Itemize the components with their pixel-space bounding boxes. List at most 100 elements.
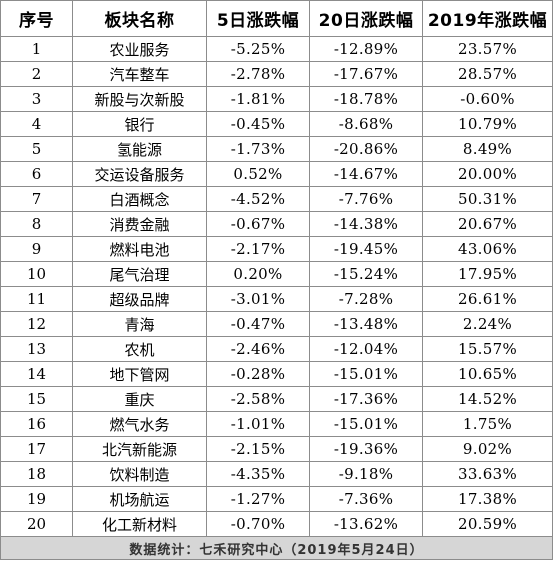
change-2019-cell: 10.79%	[422, 111, 553, 137]
row-index-cell: 11	[0, 286, 73, 312]
change-2019-cell: 28.57%	[422, 61, 553, 87]
table-row: 5 氢能源 -1.73% -20.86% 8.49%	[0, 136, 553, 162]
table-row: 20 化工新材料 -0.70% -13.62% 20.59%	[0, 511, 553, 537]
row-index-cell: 18	[0, 461, 73, 487]
change-20day-cell: -9.18%	[309, 461, 423, 487]
change-20day-cell: -15.01%	[309, 361, 423, 387]
change-5day-cell: -1.01%	[206, 411, 310, 437]
change-2019-cell: 9.02%	[422, 436, 553, 462]
header-row: 序号 板块名称 5日涨跌幅 20日涨跌幅 2019年涨跌幅	[0, 0, 553, 37]
row-index-cell: 6	[0, 161, 73, 187]
table-row: 17 北汽新能源 -2.15% -19.36% 9.02%	[0, 436, 553, 462]
sector-name-cell: 农机	[72, 336, 207, 362]
row-index-cell: 19	[0, 486, 73, 512]
change-5day-cell: -2.15%	[206, 436, 310, 462]
change-2019-cell: 15.57%	[422, 336, 553, 362]
change-5day-cell: -0.70%	[206, 511, 310, 537]
header-2019-change: 2019年涨跌幅	[422, 0, 553, 37]
change-5day-cell: -4.35%	[206, 461, 310, 487]
change-5day-cell: -1.81%	[206, 86, 310, 112]
row-index-cell: 2	[0, 61, 73, 87]
footer-row: 数据统计：七禾研究中心（2019年5月24日）	[0, 536, 553, 560]
row-index-cell: 5	[0, 136, 73, 162]
row-index-cell: 3	[0, 86, 73, 112]
table-row: 12 青海 -0.47% -13.48% 2.24%	[0, 311, 553, 337]
change-5day-cell: -0.28%	[206, 361, 310, 387]
change-5day-cell: -2.78%	[206, 61, 310, 87]
change-5day-cell: -4.52%	[206, 186, 310, 212]
sector-name-cell: 尾气治理	[72, 261, 207, 287]
change-2019-cell: 26.61%	[422, 286, 553, 312]
row-index-cell: 9	[0, 236, 73, 262]
sector-name-cell: 新股与次新股	[72, 86, 207, 112]
change-20day-cell: -15.01%	[309, 411, 423, 437]
change-2019-cell: 43.06%	[422, 236, 553, 262]
table-row: 8 消费金融 -0.67% -14.38% 20.67%	[0, 211, 553, 237]
change-5day-cell: -2.58%	[206, 386, 310, 412]
change-2019-cell: 33.63%	[422, 461, 553, 487]
sector-name-cell: 机场航运	[72, 486, 207, 512]
change-20day-cell: -19.45%	[309, 236, 423, 262]
table-row: 18 饮料制造 -4.35% -9.18% 33.63%	[0, 461, 553, 487]
sector-name-cell: 北汽新能源	[72, 436, 207, 462]
table-row: 19 机场航运 -1.27% -7.36% 17.38%	[0, 486, 553, 512]
change-2019-cell: 17.95%	[422, 261, 553, 287]
change-20day-cell: -14.38%	[309, 211, 423, 237]
row-index-cell: 15	[0, 386, 73, 412]
change-20day-cell: -17.36%	[309, 386, 423, 412]
change-2019-cell: -0.60%	[422, 86, 553, 112]
table-row: 6 交运设备服务 0.52% -14.67% 20.00%	[0, 161, 553, 187]
sector-name-cell: 燃气水务	[72, 411, 207, 437]
sector-name-cell: 化工新材料	[72, 511, 207, 537]
change-5day-cell: 0.20%	[206, 261, 310, 287]
change-20day-cell: -7.76%	[309, 186, 423, 212]
row-index-cell: 17	[0, 436, 73, 462]
sector-name-cell: 青海	[72, 311, 207, 337]
change-2019-cell: 20.00%	[422, 161, 553, 187]
change-2019-cell: 50.31%	[422, 186, 553, 212]
sector-name-cell: 消费金融	[72, 211, 207, 237]
row-index-cell: 14	[0, 361, 73, 387]
table-row: 2 汽车整车 -2.78% -17.67% 28.57%	[0, 61, 553, 87]
row-index-cell: 16	[0, 411, 73, 437]
row-index-cell: 10	[0, 261, 73, 287]
change-20day-cell: -12.04%	[309, 336, 423, 362]
header-index: 序号	[0, 0, 73, 37]
data-source-note: 数据统计：七禾研究中心（2019年5月24日）	[0, 536, 553, 560]
change-5day-cell: -0.47%	[206, 311, 310, 337]
table-row: 4 银行 -0.45% -8.68% 10.79%	[0, 111, 553, 137]
change-20day-cell: -19.36%	[309, 436, 423, 462]
change-5day-cell: 0.52%	[206, 161, 310, 187]
change-2019-cell: 2.24%	[422, 311, 553, 337]
change-20day-cell: -13.62%	[309, 511, 423, 537]
change-2019-cell: 23.57%	[422, 36, 553, 62]
table-row: 10 尾气治理 0.20% -15.24% 17.95%	[0, 261, 553, 287]
table-row: 14 地下管网 -0.28% -15.01% 10.65%	[0, 361, 553, 387]
table-row: 16 燃气水务 -1.01% -15.01% 1.75%	[0, 411, 553, 437]
change-20day-cell: -20.86%	[309, 136, 423, 162]
change-2019-cell: 14.52%	[422, 386, 553, 412]
change-2019-cell: 10.65%	[422, 361, 553, 387]
change-20day-cell: -13.48%	[309, 311, 423, 337]
row-index-cell: 1	[0, 36, 73, 62]
change-5day-cell: -1.73%	[206, 136, 310, 162]
change-2019-cell: 1.75%	[422, 411, 553, 437]
sector-name-cell: 汽车整车	[72, 61, 207, 87]
table-row: 7 白酒概念 -4.52% -7.76% 50.31%	[0, 186, 553, 212]
change-20day-cell: -12.89%	[309, 36, 423, 62]
sector-name-cell: 重庆	[72, 386, 207, 412]
table-row: 13 农机 -2.46% -12.04% 15.57%	[0, 336, 553, 362]
sector-name-cell: 农业服务	[72, 36, 207, 62]
change-20day-cell: -14.67%	[309, 161, 423, 187]
change-2019-cell: 20.59%	[422, 511, 553, 537]
change-2019-cell: 17.38%	[422, 486, 553, 512]
table-row: 3 新股与次新股 -1.81% -18.78% -0.60%	[0, 86, 553, 112]
change-5day-cell: -1.27%	[206, 486, 310, 512]
sector-name-cell: 地下管网	[72, 361, 207, 387]
table-row: 9 燃料电池 -2.17% -19.45% 43.06%	[0, 236, 553, 262]
row-index-cell: 7	[0, 186, 73, 212]
table-row: 1 农业服务 -5.25% -12.89% 23.57%	[0, 36, 553, 62]
sector-name-cell: 白酒概念	[72, 186, 207, 212]
table-body: 1 农业服务 -5.25% -12.89% 23.57% 2 汽车整车 -2.78% -17.6…	[0, 36, 553, 537]
